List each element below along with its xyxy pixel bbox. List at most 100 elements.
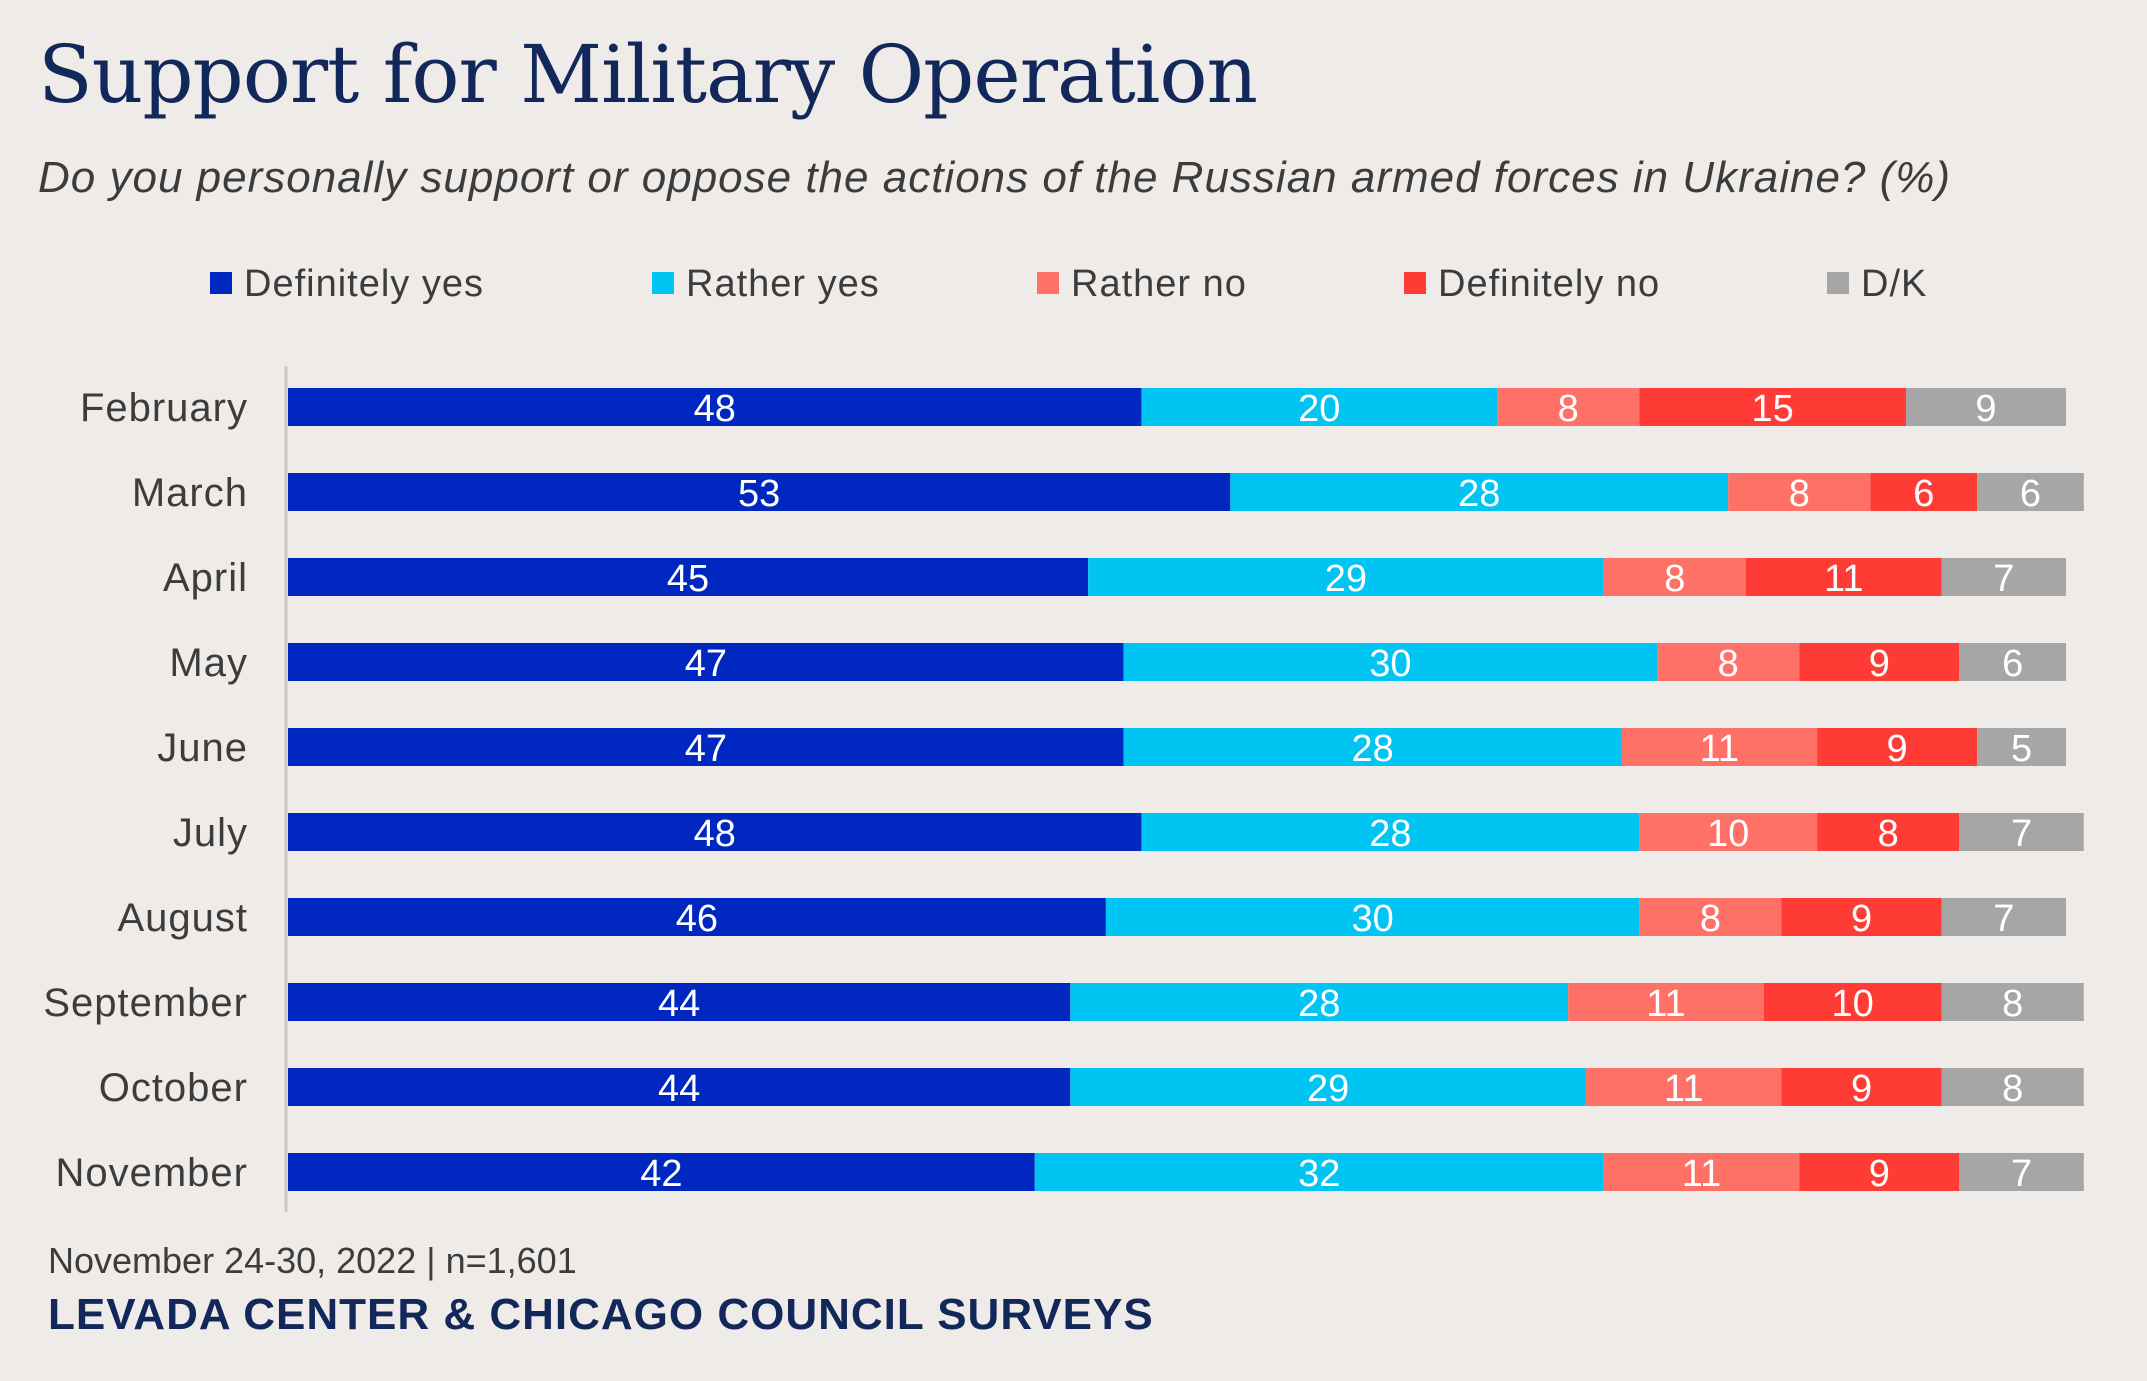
- bar-segment-d-k: [1959, 1153, 2084, 1191]
- data-label: 47: [685, 643, 727, 685]
- bar-segment-definitely-yes: [288, 983, 1071, 1021]
- legend-swatch: [652, 272, 674, 294]
- data-label: 47: [685, 728, 727, 770]
- bar-row-august: August 46 30 8 9 7: [117, 896, 2066, 940]
- category-label: May: [169, 641, 248, 685]
- bar-segment-definitely-yes: [288, 728, 1124, 766]
- bar-segment-rather-no: [1639, 898, 1782, 936]
- data-label: 10: [1707, 813, 1749, 855]
- category-label: February: [80, 386, 248, 430]
- bar-segment-rather-yes: [1141, 813, 1640, 851]
- data-label: 8: [1664, 558, 1685, 600]
- legend-item-d-k: D/K: [1827, 263, 1927, 305]
- legend-swatch: [1827, 272, 1849, 294]
- data-label: 11: [1682, 1153, 1721, 1195]
- bar-row-november: November 42 32 11 9 7: [55, 1151, 2084, 1195]
- data-label: 30: [1351, 898, 1393, 940]
- bar-segment-definitely-yes: [288, 1068, 1071, 1106]
- bar-segment-d-k: [1905, 388, 2066, 426]
- category-label: April: [163, 556, 248, 600]
- data-label: 8: [1718, 643, 1739, 685]
- category-label: November: [55, 1151, 248, 1195]
- bar-segment-d-k: [1959, 813, 2084, 851]
- category-label: September: [43, 981, 248, 1025]
- data-label: 8: [1789, 473, 1810, 515]
- bar-segment-rather-no: [1497, 388, 1640, 426]
- bar-segment-definitely-yes: [288, 473, 1231, 511]
- bar-segment-definitely-no: [1799, 643, 1960, 681]
- data-label: 11: [1664, 1068, 1703, 1110]
- data-label: 7: [2011, 1153, 2032, 1195]
- data-label: 8: [1878, 813, 1899, 855]
- bar-row-april: April 45 29 8 11 7: [163, 556, 2066, 600]
- bar-segment-definitely-no: [1817, 813, 1960, 851]
- data-label: 8: [2002, 1068, 2023, 1110]
- bar-segment-definitely-no: [1781, 898, 1942, 936]
- bar-segment-d-k: [1941, 898, 2066, 936]
- data-label: 7: [1993, 898, 2014, 940]
- legend-label: Definitely yes: [244, 263, 484, 305]
- bar-segment-rather-yes: [1105, 898, 1640, 936]
- legend-item-rather-no: Rather no: [1037, 263, 1247, 305]
- bar-segment-definitely-no: [1817, 728, 1978, 766]
- category-label: July: [173, 811, 248, 855]
- bar-segment-rather-yes: [1070, 1068, 1586, 1106]
- bar-segment-rather-no: [1603, 1153, 1800, 1191]
- legend-item-rather-yes: Rather yes: [652, 263, 880, 305]
- bar-segment-d-k: [1941, 558, 2066, 596]
- bar-segment-rather-no: [1657, 643, 1800, 681]
- data-label: 53: [738, 473, 780, 515]
- data-label: 20: [1298, 388, 1340, 430]
- bar-segment-rather-no: [1728, 473, 1871, 511]
- bar-segment-definitely-no: [1799, 1153, 1960, 1191]
- data-label: 29: [1325, 558, 1367, 600]
- organization-credit: LEVADA CENTER & CHICAGO COUNCIL SURVEYS: [48, 1290, 1154, 1339]
- data-label: 11: [1646, 983, 1685, 1025]
- legend-label: Rather yes: [686, 263, 880, 305]
- legend-swatch: [1404, 272, 1426, 294]
- bar-segment-rather-no: [1568, 983, 1764, 1021]
- bar-segment-definitely-no: [1763, 983, 1942, 1021]
- bar-segment-definitely-no: [1745, 558, 1942, 596]
- bar-segment-definitely-no: [1781, 1068, 1942, 1106]
- legend-label: Rather no: [1071, 263, 1247, 305]
- data-label: 8: [1700, 898, 1721, 940]
- data-label: 9: [1851, 1068, 1872, 1110]
- data-label: 46: [676, 898, 718, 940]
- bar-segment-definitely-no: [1639, 388, 1906, 426]
- data-label: 9: [1851, 898, 1872, 940]
- data-label: 9: [1869, 1153, 1890, 1195]
- data-label: 28: [1298, 983, 1340, 1025]
- bar-segment-rather-no: [1585, 1068, 1782, 1106]
- bar-row-february: February 48 20 8 15 9: [80, 386, 2066, 430]
- bar-row-may: May 47 30 8 9 6: [169, 641, 2066, 685]
- bar-row-march: March 53 28 8 6 6: [132, 471, 2084, 515]
- bar-segment-rather-yes: [1123, 643, 1658, 681]
- data-label: 10: [1831, 983, 1873, 1025]
- category-label: March: [132, 471, 248, 515]
- legend-item-definitely-no: Definitely no: [1404, 263, 1660, 305]
- bar-segment-rather-yes: [1034, 1153, 1604, 1191]
- bar-segment-rather-yes: [1141, 388, 1498, 426]
- data-label: 11: [1700, 728, 1739, 770]
- data-label: 48: [694, 388, 736, 430]
- bar-segment-d-k: [1959, 643, 2066, 681]
- legend-label: D/K: [1861, 263, 1927, 305]
- legend: Definitely yes Rather yes Rather no Definit…: [210, 263, 1927, 305]
- bar-segment-d-k: [1941, 983, 2084, 1021]
- data-label: 44: [658, 1068, 700, 1110]
- data-label: 15: [1751, 388, 1793, 430]
- data-label: 9: [1975, 388, 1996, 430]
- bar-segment-d-k: [1941, 1068, 2084, 1106]
- data-label: 7: [2011, 813, 2032, 855]
- legend-label: Definitely no: [1438, 263, 1660, 305]
- bar-segment-rather-yes: [1230, 473, 1729, 511]
- legend-item-definitely-yes: Definitely yes: [210, 263, 484, 305]
- data-label: 6: [2002, 643, 2023, 685]
- data-label: 8: [1558, 388, 1579, 430]
- data-label: 32: [1298, 1153, 1340, 1195]
- bar-row-october: October 44 29 11 9 8: [99, 1066, 2084, 1110]
- bar-segment-rather-yes: [1070, 983, 1569, 1021]
